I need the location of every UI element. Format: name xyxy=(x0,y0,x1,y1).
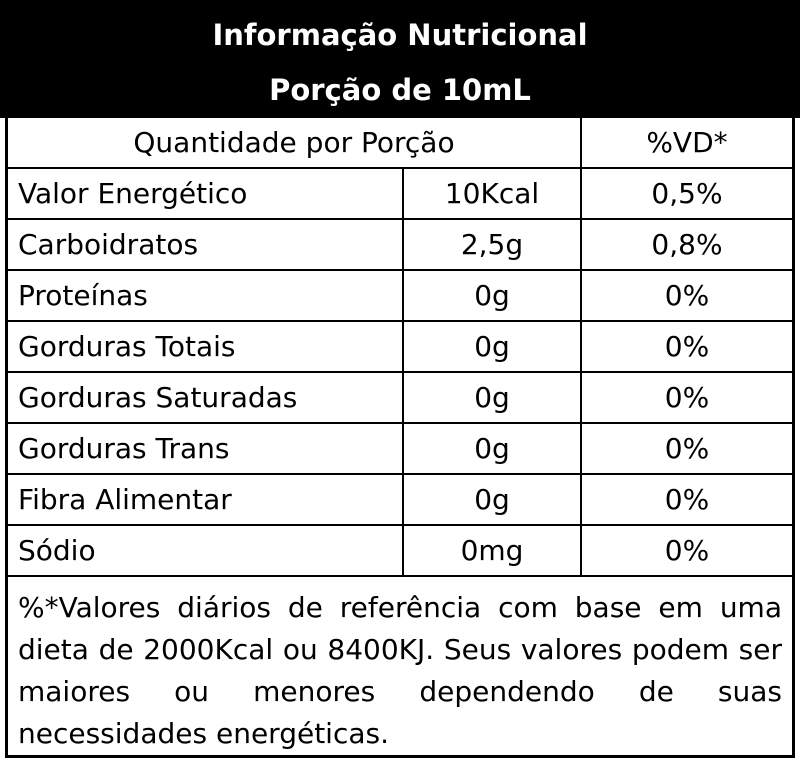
nutrient-name: Proteínas xyxy=(8,271,404,320)
table-row: Valor Energético 10Kcal 0,5% xyxy=(8,169,792,220)
nutrition-table: Quantidade por Porção %VD* Valor Energét… xyxy=(5,118,795,577)
nutrient-quantity: 0g xyxy=(404,475,582,524)
nutrient-vd: 0% xyxy=(664,483,710,516)
nutrient-quantity: 0g xyxy=(404,424,582,473)
nutrient-name: Fibra Alimentar xyxy=(8,475,404,524)
nutrient-name: Sódio xyxy=(8,526,404,575)
nutrient-name: Valor Energético xyxy=(8,169,404,218)
nutrient-vd: 0% xyxy=(664,279,710,312)
nutrient-vd: 0% xyxy=(664,381,710,414)
nutrition-header: Informação Nutricional Porção de 10mL xyxy=(0,0,800,118)
serving-size: Porção de 10mL xyxy=(269,73,531,107)
vd-column-header: %VD* xyxy=(646,126,728,159)
table-row: Fibra Alimentar 0g 0% xyxy=(8,475,792,526)
table-row: Carboidratos 2,5g 0,8% xyxy=(8,220,792,271)
table-row: Gorduras Saturadas 0g 0% xyxy=(8,373,792,424)
nutrient-vd: 0% xyxy=(664,432,710,465)
nutrient-name: Gorduras Trans xyxy=(8,424,404,473)
table-row: Proteínas 0g 0% xyxy=(8,271,792,322)
nutrient-quantity: 2,5g xyxy=(404,220,582,269)
nutrient-quantity: 0mg xyxy=(404,526,582,575)
footnote: %*Valores diários de referência com base… xyxy=(5,576,795,758)
nutrient-quantity: 0g xyxy=(404,322,582,371)
nutrient-vd: 0% xyxy=(664,330,710,363)
nutrient-vd: 0% xyxy=(664,534,710,567)
nutrient-name: Gorduras Totais xyxy=(8,322,404,371)
nutrient-quantity: 10Kcal xyxy=(404,169,582,218)
table-row: Gorduras Totais 0g 0% xyxy=(8,322,792,373)
nutrient-name: Carboidratos xyxy=(8,220,404,269)
footnote-text: %*Valores diários de referência com base… xyxy=(18,591,782,750)
table-row: Sódio 0mg 0% xyxy=(8,526,792,577)
nutrient-quantity: 0g xyxy=(404,271,582,320)
table-row: Gorduras Trans 0g 0% xyxy=(8,424,792,475)
nutrient-quantity: 0g xyxy=(404,373,582,422)
nutrient-name: Gorduras Saturadas xyxy=(8,373,404,422)
nutrient-vd: 0,8% xyxy=(651,228,723,261)
table-header-row: Quantidade por Porção %VD* xyxy=(8,118,792,169)
nutrition-title: Informação Nutricional xyxy=(212,18,588,52)
quantity-column-header: Quantidade por Porção xyxy=(8,118,582,167)
nutrient-vd: 0,5% xyxy=(651,177,723,210)
